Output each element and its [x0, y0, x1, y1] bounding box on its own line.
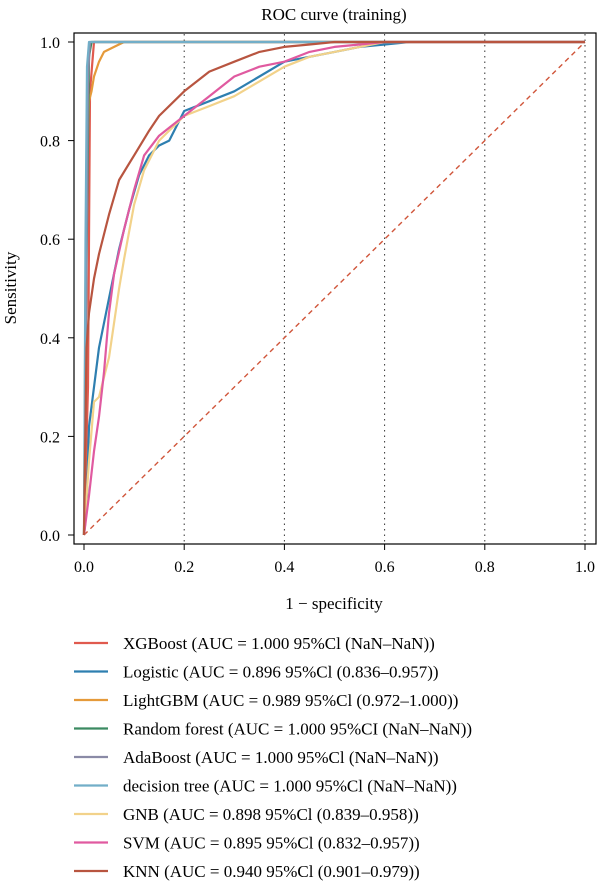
roc-curve-6	[82, 40, 585, 536]
plot-frame	[73, 32, 597, 545]
roc-curves	[82, 40, 585, 536]
roc-curve-8	[82, 40, 585, 536]
x-axis-ticks: 0.0 0.2 0.4 0.6 0.8 1.0	[74, 544, 595, 576]
legend-label-6: GNB (AUC = 0.898 95%Cl (0.839–0.958))	[123, 805, 419, 824]
y-axis-label: Sensitivity	[1, 251, 20, 324]
y-axis-ticks: 0.0 0.2 0.4 0.6 0.8 1.0	[40, 35, 74, 545]
x-axis-label: 1 − specificity	[285, 594, 383, 613]
x-tick-label-5: 1.0	[575, 559, 595, 576]
roc-curve-7	[82, 40, 585, 536]
legend-item-5: decision tree (AUC = 1.000 95%Cl (NaN–Na…	[74, 777, 457, 796]
y-tick-label-2: 0.4	[40, 331, 60, 348]
legend-label-7: SVM (AUC = 0.895 95%Cl (0.832–0.957))	[123, 834, 420, 853]
legend-label-4: AdaBoost (AUC = 1.000 95%Cl (NaN–NaN))	[123, 748, 439, 767]
legend-label-2: LightGBM (AUC = 0.989 95%Cl (0.972–1.000…	[123, 691, 458, 710]
y-tick-label-3: 0.6	[40, 232, 60, 249]
legend-item-3: Random forest (AUC = 1.000 95%CI (NaN–Na…	[74, 720, 472, 739]
y-tick-label-4: 0.8	[40, 134, 60, 151]
legend-item-6: GNB (AUC = 0.898 95%Cl (0.839–0.958))	[74, 805, 419, 824]
legend-label-5: decision tree (AUC = 1.000 95%Cl (NaN–Na…	[123, 777, 457, 796]
legend-item-4: AdaBoost (AUC = 1.000 95%Cl (NaN–NaN))	[74, 748, 439, 767]
chart-title: ROC curve (training)	[261, 5, 406, 24]
diagonal-reference-line	[83, 41, 586, 536]
legend-item-0: XGBoost (AUC = 1.000 95%Cl (NaN–NaN))	[74, 634, 435, 653]
legend-item-8: KNN (AUC = 0.940 95%Cl (0.901–0.979))	[74, 862, 420, 881]
y-tick-label-1: 0.2	[40, 429, 60, 446]
legend-label-1: Logistic (AUC = 0.896 95%Cl (0.836–0.957…	[123, 663, 439, 682]
roc-curve-5	[82, 40, 585, 536]
y-tick-label-5: 1.0	[40, 35, 60, 52]
x-tick-label-3: 0.6	[375, 559, 395, 576]
x-tick-label-0: 0.0	[74, 559, 94, 576]
grid-lines	[183, 34, 586, 543]
legend-label-3: Random forest (AUC = 1.000 95%CI (NaN–Na…	[123, 720, 472, 739]
reference-line	[83, 41, 586, 536]
legend-item-2: LightGBM (AUC = 0.989 95%Cl (0.972–1.000…	[74, 691, 458, 710]
y-tick-label-0: 0.0	[40, 528, 60, 545]
x-tick-label-2: 0.4	[274, 559, 294, 576]
legend-label-0: XGBoost (AUC = 1.000 95%Cl (NaN–NaN))	[123, 634, 435, 653]
legend-item-1: Logistic (AUC = 0.896 95%Cl (0.836–0.957…	[74, 663, 439, 682]
legend: XGBoost (AUC = 1.000 95%Cl (NaN–NaN)) Log…	[74, 634, 472, 881]
legend-label-8: KNN (AUC = 0.940 95%Cl (0.901–0.979))	[123, 862, 420, 881]
x-tick-label-4: 0.8	[475, 559, 495, 576]
legend-item-7: SVM (AUC = 0.895 95%Cl (0.832–0.957))	[74, 834, 420, 853]
x-tick-label-1: 0.2	[174, 559, 194, 576]
